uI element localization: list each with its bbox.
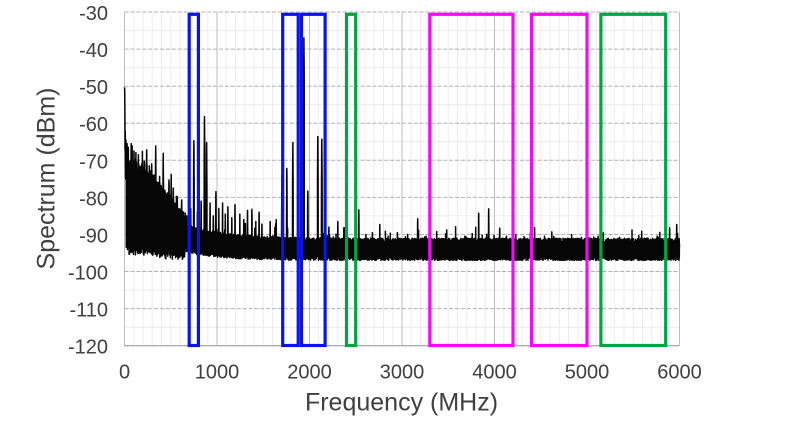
svg-text:-50: -50 — [79, 77, 108, 99]
svg-text:-30: -30 — [79, 3, 108, 25]
svg-text:Frequency (MHz): Frequency (MHz) — [305, 389, 498, 417]
svg-text:1000: 1000 — [195, 362, 240, 384]
svg-text:0: 0 — [119, 362, 130, 384]
svg-text:-110: -110 — [69, 300, 108, 322]
svg-text:-80: -80 — [79, 188, 108, 210]
svg-text:5000: 5000 — [565, 362, 610, 384]
svg-text:4000: 4000 — [472, 362, 517, 384]
svg-text:2000: 2000 — [287, 362, 332, 384]
svg-text:-60: -60 — [79, 114, 108, 136]
svg-text:6000: 6000 — [657, 362, 702, 384]
svg-text:Spectrum (dBm): Spectrum (dBm) — [33, 88, 61, 270]
svg-text:-90: -90 — [79, 226, 108, 248]
svg-text:-40: -40 — [79, 40, 108, 62]
svg-text:-100: -100 — [68, 263, 108, 285]
svg-text:-120: -120 — [68, 337, 108, 359]
svg-text:-70: -70 — [79, 151, 108, 173]
svg-text:3000: 3000 — [380, 362, 425, 384]
